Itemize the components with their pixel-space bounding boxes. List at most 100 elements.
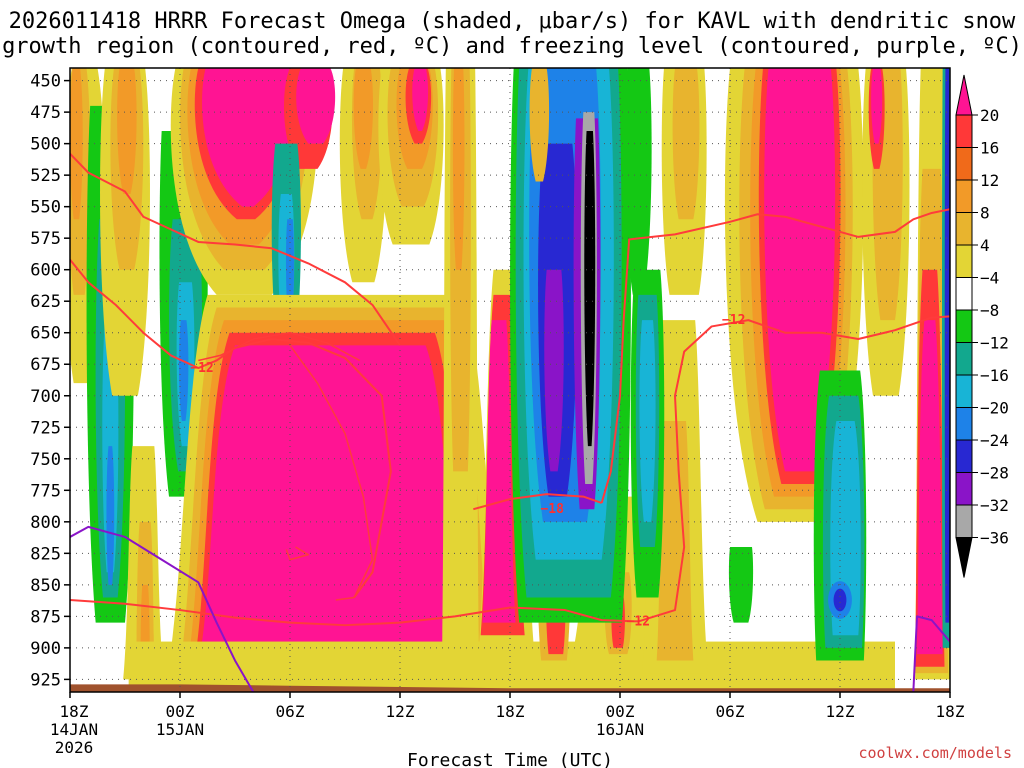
- omega-region: [917, 320, 943, 655]
- y-tick-label: 725: [30, 418, 61, 438]
- colorbar-swatch: [955, 342, 973, 376]
- omega-region: [202, 345, 459, 642]
- colorbar-label: −36: [980, 529, 1009, 548]
- colorbar-label: −4: [980, 269, 999, 288]
- y-tick-label: 700: [30, 387, 61, 407]
- omega-region: [944, 68, 950, 623]
- colorbar-swatch: [955, 472, 973, 506]
- dgz-contour-line: [473, 493, 602, 511]
- omega-region: [625, 68, 652, 295]
- x-tick-label: 18Z: [496, 702, 525, 721]
- omega-region: [296, 68, 336, 144]
- contour-lines: [70, 153, 950, 692]
- colorbar-label: −28: [980, 464, 1009, 483]
- y-tick-label: 750: [30, 450, 61, 470]
- y-tick-label: 800: [30, 513, 61, 533]
- y-tick-label: 450: [30, 72, 61, 92]
- x-tick-label: 2026: [55, 738, 94, 757]
- colorbar-label: 16: [980, 139, 999, 158]
- colorbar-swatch: [955, 212, 973, 246]
- y-tick-label: 575: [30, 229, 61, 249]
- colorbar-swatch: [955, 439, 973, 473]
- plot-area: [70, 68, 950, 692]
- omega-region: [871, 68, 883, 144]
- x-tick-label: 12Z: [826, 702, 855, 721]
- chart-title-line1: 2026011418 HRRR Forecast Omega (shaded, …: [9, 9, 1016, 34]
- y-tick-label: 825: [30, 544, 61, 564]
- omega-region: [128, 641, 895, 692]
- y-tick-label: 475: [30, 103, 61, 123]
- contour-label: −18: [540, 502, 564, 517]
- colorbar-swatch: [955, 114, 973, 148]
- freezing-level-line: [912, 615, 950, 692]
- colorbar-swatch: [955, 244, 973, 278]
- omega-region: [452, 68, 465, 270]
- colorbar-label: −32: [980, 496, 1009, 515]
- credit-text: coolwx.com/models: [858, 744, 1012, 762]
- omega-region: [672, 68, 700, 220]
- colorbar-swatch: [955, 147, 973, 181]
- colorbar: 20 16 12 8 4 −4 −8 −12 −16 −20 −24 −28 −32 −36: [955, 74, 1009, 578]
- colorbar-label: 12: [980, 171, 999, 190]
- colorbar-swatch: [955, 407, 973, 441]
- y-axis: 450 475 500 525 550 575 600 625 650 675 700 725 750 7…: [30, 72, 70, 690]
- y-tick-label: 550: [30, 198, 61, 218]
- y-tick-label: 925: [30, 670, 61, 690]
- contour-labels: −12 −18 −12 −12: [190, 313, 745, 629]
- colorbar-label: −24: [980, 431, 1009, 450]
- dgz-contour-line: [638, 315, 950, 623]
- colorbar-swatch: [955, 277, 973, 311]
- omega-region: [412, 68, 429, 132]
- omega-region: [764, 68, 836, 472]
- y-tick-label: 625: [30, 292, 61, 312]
- omega-region: [117, 68, 137, 195]
- colorbar-swatch: [955, 374, 973, 408]
- y-tick-label: 775: [30, 481, 61, 501]
- freezing-level-line: [70, 525, 255, 692]
- y-tick-label: 600: [30, 261, 61, 281]
- dgz-contour-line: [70, 598, 639, 627]
- chart-title-line2: growth region (contoured, red, ºC) and f…: [2, 34, 1022, 59]
- colorbar-swatch: [955, 179, 973, 213]
- x-tick-label: 18Z: [936, 702, 965, 721]
- omega-region: [833, 588, 847, 612]
- omega-region: [106, 446, 115, 585]
- omega-region: [529, 68, 550, 182]
- colorbar-label: −8: [980, 301, 999, 320]
- contour-label: −12: [722, 313, 745, 328]
- y-tick-label: 875: [30, 607, 61, 627]
- y-tick-label: 675: [30, 355, 61, 375]
- y-tick-label: 525: [30, 166, 61, 186]
- y-tick-label: 900: [30, 639, 61, 659]
- dgz-contour-line: [198, 331, 361, 362]
- y-tick-label: 650: [30, 324, 61, 344]
- dgz-contour-line: [600, 208, 950, 504]
- colorbar-swatch: [955, 309, 973, 343]
- x-tick-label: 12Z: [386, 702, 415, 721]
- x-tick-label: 14JAN: [50, 720, 98, 739]
- dgz-contour-line: [289, 344, 374, 601]
- colorbar-label: −16: [980, 366, 1009, 385]
- colorbar-label: −20: [980, 399, 1009, 418]
- x-tick-label: 16JAN: [596, 720, 644, 739]
- colorbar-label: 20: [980, 106, 999, 125]
- x-tick-label: 18Z: [60, 702, 89, 721]
- x-tick-label: 00Z: [166, 702, 195, 721]
- omega-region: [202, 68, 294, 207]
- contour-label: −12: [190, 361, 213, 376]
- omega-region: [728, 547, 754, 623]
- contour-label: −12: [627, 614, 650, 629]
- x-axis-label: Forecast Time (UTC): [407, 750, 613, 768]
- colorbar-swatch: [955, 504, 973, 538]
- omega-region: [639, 320, 656, 522]
- y-tick-label: 850: [30, 576, 61, 596]
- omega-region: [544, 269, 564, 472]
- x-tick-label: 15JAN: [156, 720, 204, 739]
- omega-region: [178, 320, 189, 421]
- colorbar-bottom-arrow: [955, 537, 973, 578]
- colorbar-label: 4: [980, 236, 990, 255]
- x-tick-label: 00Z: [606, 702, 635, 721]
- dgz-contour-line: [285, 546, 310, 561]
